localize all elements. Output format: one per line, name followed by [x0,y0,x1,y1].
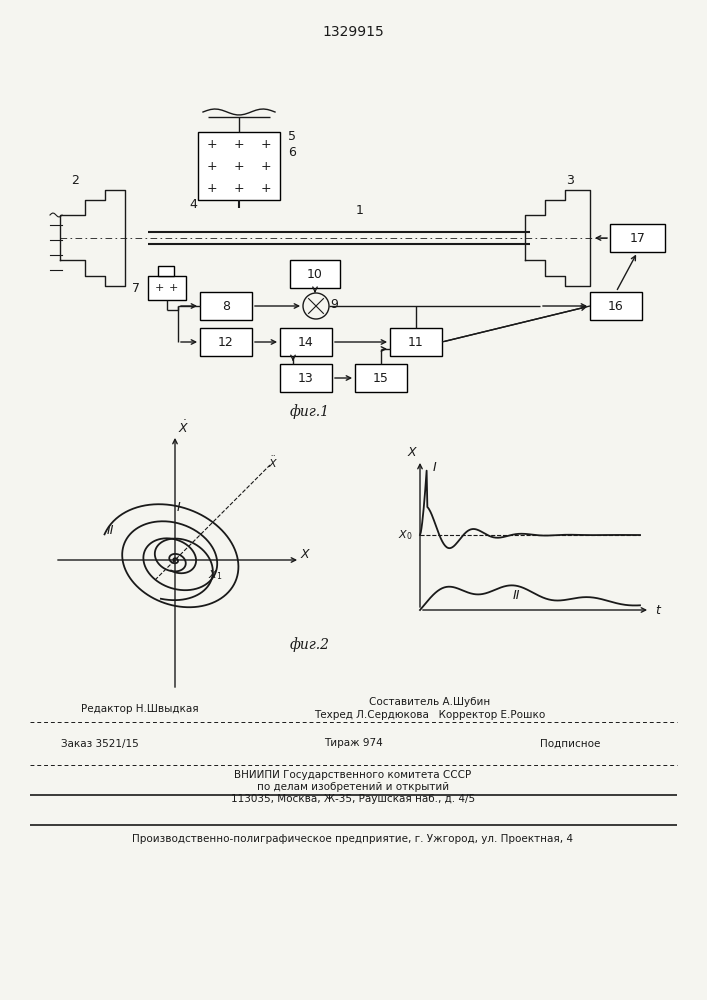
Text: +: + [168,283,177,293]
Text: 2: 2 [71,174,79,186]
Text: фиг.1: фиг.1 [290,405,330,419]
Text: 1: 1 [356,204,364,217]
Text: 14: 14 [298,336,314,349]
Text: t: t [655,603,660,616]
Bar [355,364,407,392]
Text: +: + [234,137,245,150]
Text: II: II [513,589,520,602]
Text: 13: 13 [298,371,314,384]
Bar [280,364,332,392]
Text: 12: 12 [218,336,234,349]
Bar [198,132,280,200]
Text: +: + [261,182,271,194]
Text: +: + [154,283,164,293]
Text: +: + [206,182,217,194]
Bar [390,328,442,356]
Text: ВНИИПИ Государственного комитета СССР: ВНИИПИ Государственного комитета СССР [235,770,472,780]
Text: 15: 15 [373,371,389,384]
Text: Составитель А.Шубин: Составитель А.Шубин [369,697,491,707]
Text: $X_0$: $X_0$ [398,528,412,542]
Text: +: + [206,137,217,150]
Bar [610,224,665,252]
Bar [200,328,252,356]
Text: $\dot{X}$: $\dot{X}$ [178,420,189,436]
Text: II: II [106,524,114,536]
Bar [148,276,186,300]
Text: $X_1$: $X_1$ [208,568,222,582]
Text: Производственно-полиграфическое предприятие, г. Ужгород, ул. Проектная, 4: Производственно-полиграфическое предприя… [132,834,573,844]
Text: +: + [234,159,245,172]
Text: Техред Л.Сердюкова   Корректор Е.Рошко: Техред Л.Сердюкова Корректор Е.Рошко [315,710,546,720]
Text: I: I [433,461,436,474]
Bar [200,292,252,320]
Text: 113035, Москва, Ж-35, Раушская наб., д. 4/5: 113035, Москва, Ж-35, Раушская наб., д. … [231,794,475,804]
Text: 16: 16 [608,300,624,312]
Text: Подписное: Подписное [540,738,600,748]
Text: 10: 10 [307,267,323,280]
Text: Редактор Н.Швыдкая: Редактор Н.Швыдкая [81,704,199,714]
Text: 4: 4 [189,198,197,212]
Text: 17: 17 [629,232,645,244]
Bar [280,328,332,356]
Text: 11: 11 [408,336,424,349]
Text: Тираж 974: Тираж 974 [324,738,382,748]
Text: $\ddot{X}$: $\ddot{X}$ [268,454,278,470]
Text: по делам изобретений и открытий: по делам изобретений и открытий [257,782,449,792]
Text: I: I [176,501,180,514]
Text: +: + [234,182,245,194]
Text: фиг.2: фиг.2 [290,638,330,652]
Text: X: X [407,446,416,458]
Bar [290,260,340,288]
Text: +: + [261,137,271,150]
Text: 5: 5 [288,130,296,143]
Bar [158,266,174,276]
Text: 8: 8 [222,300,230,312]
Text: +: + [261,159,271,172]
Text: Заказ 3521/15: Заказ 3521/15 [61,738,139,748]
Text: X: X [300,548,310,562]
Text: +: + [206,159,217,172]
Text: 6: 6 [288,145,296,158]
Text: 9: 9 [330,298,338,310]
Text: 1329915: 1329915 [322,25,384,39]
Text: 3: 3 [566,174,574,186]
Bar [590,292,642,320]
Text: 7: 7 [132,282,140,294]
